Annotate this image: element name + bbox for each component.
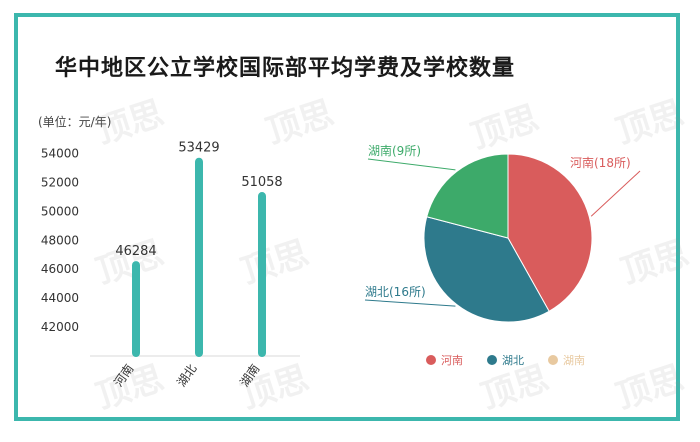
x-tick-label: 湖南 xyxy=(236,361,262,389)
legend-label: 河南 xyxy=(441,354,463,367)
pie-slice xyxy=(423,216,550,323)
y-tick-label: 46000 xyxy=(41,262,79,276)
y-tick-label: 54000 xyxy=(41,146,79,160)
y-tick-label: 42000 xyxy=(41,320,79,334)
chart-title: 华中地区公立学校国际部平均学费及学校数量 xyxy=(55,56,516,81)
y-tick-label: 52000 xyxy=(41,175,79,189)
pie-slice xyxy=(507,153,593,312)
legend-label: 湖南 xyxy=(563,354,585,367)
legend-label: 湖北 xyxy=(502,354,524,367)
data-label: 51058 xyxy=(241,175,282,190)
legend-swatch xyxy=(487,355,497,365)
data-label: 46284 xyxy=(115,244,156,259)
data-label: 53429 xyxy=(178,141,219,156)
y-tick-label: 50000 xyxy=(41,204,79,218)
x-tick-label: 河南 xyxy=(110,361,136,389)
y-tick-label: 44000 xyxy=(41,291,79,305)
x-tick-label: 湖北 xyxy=(173,361,199,389)
y-unit-label: (单位：元/年) xyxy=(38,115,112,129)
pie-leader-line xyxy=(367,158,456,171)
pie-leader-line xyxy=(590,170,641,217)
y-tick-label: 48000 xyxy=(41,233,79,247)
pie-slice xyxy=(426,153,509,239)
legend-swatch xyxy=(426,355,436,365)
pie-label: 湖南(9所) xyxy=(368,143,421,158)
pie-label: 河南(18所) xyxy=(570,155,631,170)
pie-leader-line xyxy=(364,299,456,307)
legend-swatch xyxy=(548,355,558,365)
pie-label: 湖北(16所) xyxy=(365,284,426,299)
